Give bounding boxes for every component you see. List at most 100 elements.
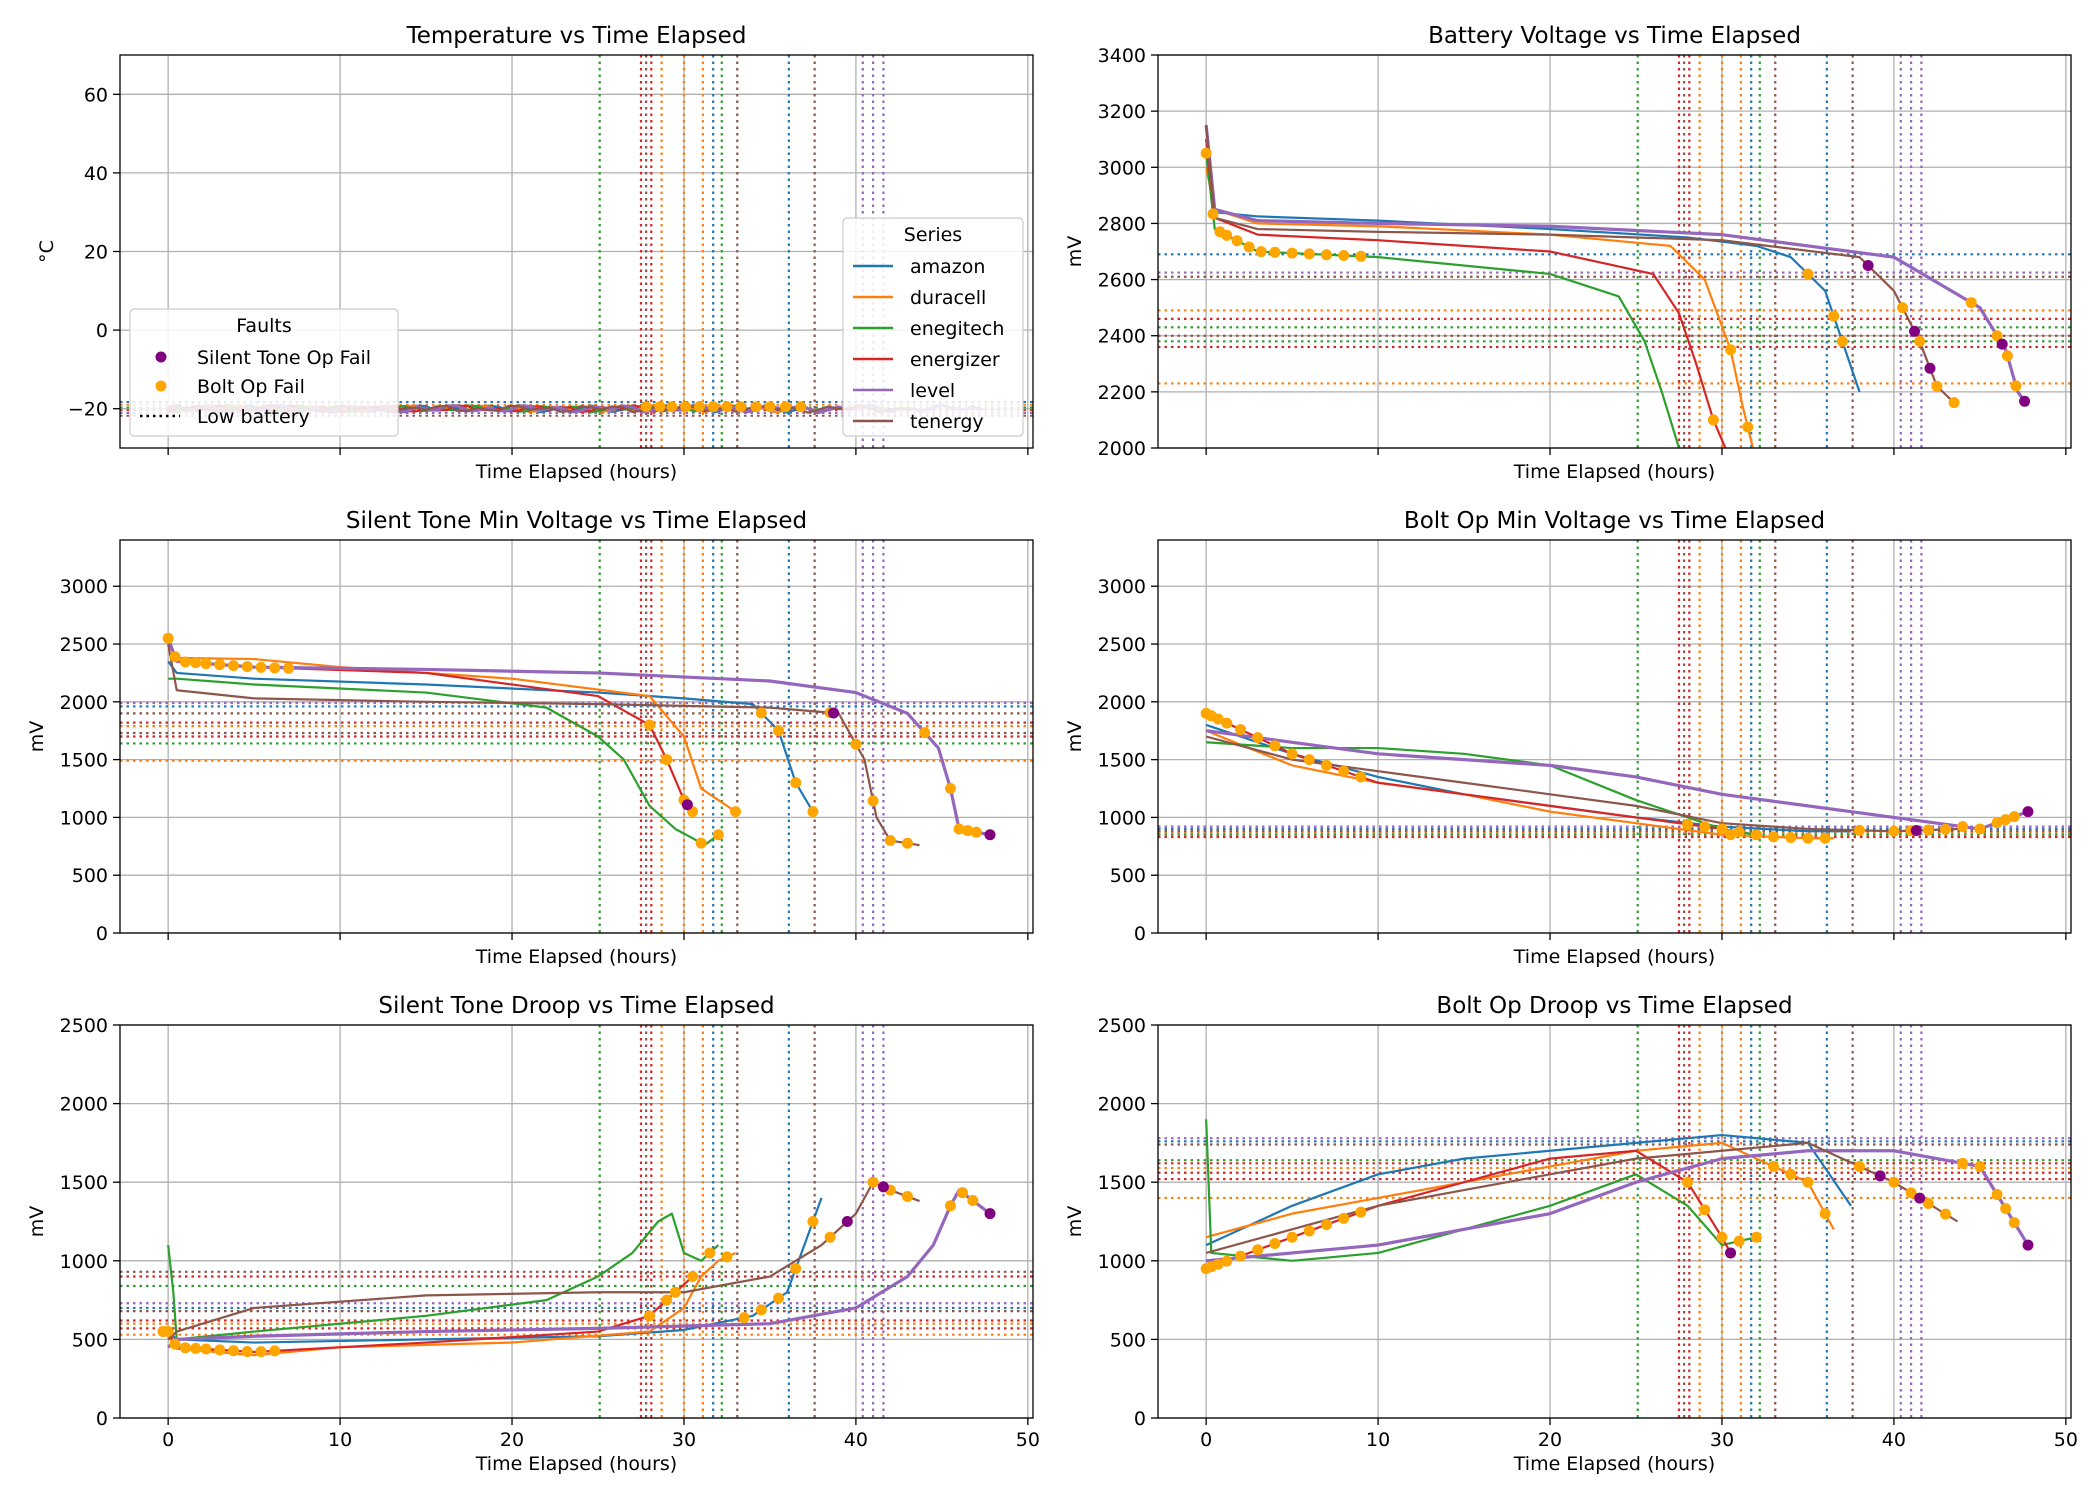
- silent-tone-fault-marker: [841, 1216, 853, 1227]
- legend-title: Faults: [236, 315, 292, 337]
- series-line-tenergy: [1205, 125, 1959, 407]
- y-axis-label: mV: [1064, 1206, 1086, 1238]
- legend-entry: Low battery: [197, 406, 310, 428]
- silent-tone-fault-marker: [1924, 362, 1936, 374]
- chart-panel-1: −20 0 20 40 60 Temperature vs Time Elapsed Tim…: [36, 23, 1034, 483]
- bolt-op-fault-marker: [1733, 826, 1745, 838]
- bolt-op-fault-marker: [241, 661, 253, 673]
- legend-marker-bolt-op: [155, 380, 167, 392]
- bolt-op-fault-marker: [1682, 818, 1694, 830]
- series-line-amazon: [167, 1197, 823, 1344]
- bolt-op-fault-marker: [666, 401, 678, 413]
- legend-entry: tenergy: [910, 411, 984, 433]
- bolt-op-fault-marker: [162, 1326, 174, 1338]
- bolt-op-fault-marker: [1948, 397, 1960, 409]
- plot-area: [120, 1025, 1033, 1418]
- x-tick-label: 20: [500, 1429, 524, 1451]
- series-line-enegitech: [1205, 153, 1681, 448]
- y-axis-label: mV: [1064, 721, 1086, 753]
- bolt-op-fault-marker: [944, 1200, 956, 1212]
- series-line-energizer: [1205, 1149, 1732, 1270]
- bolt-op-fault-marker: [669, 1286, 681, 1298]
- bolt-op-fault-marker: [1836, 335, 1848, 347]
- bolt-op-fault-marker: [1854, 1160, 1866, 1172]
- series-line-amazon: [1205, 723, 1851, 833]
- bolt-op-fault-marker: [779, 401, 791, 413]
- y-tick-label: 2500: [1098, 1015, 1146, 1037]
- y-tick-label: 20: [84, 242, 108, 264]
- chart-panel-2: 2000 2200 2400 2600 2800 3000 3200 3400 Battery …: [1064, 23, 2072, 483]
- y-tick-label: 0: [96, 1408, 108, 1430]
- y-tick-label: 2500: [60, 1015, 108, 1037]
- legend-entry: duracell: [910, 287, 986, 309]
- bolt-op-fault-marker: [755, 707, 767, 719]
- silent-tone-fault-marker: [828, 707, 840, 719]
- bolt-op-fault-marker: [1896, 302, 1908, 314]
- bolt-op-fault-marker: [214, 1344, 226, 1356]
- y-tick-label: 0: [96, 923, 108, 945]
- x-tick-label: 30: [672, 1429, 696, 1451]
- y-axis-label: mV: [26, 1206, 48, 1238]
- bolt-op-fault-marker: [884, 835, 896, 847]
- bolt-op-fault-marker: [179, 656, 191, 668]
- x-axis-label: Time Elapsed (hours): [475, 946, 677, 968]
- series-line-level: [1205, 729, 2029, 831]
- series-line-duracell: [1205, 167, 1754, 448]
- bolt-op-fault-marker: [241, 1346, 253, 1358]
- bolt-op-fault-marker: [644, 719, 656, 731]
- x-tick-label: 0: [162, 1429, 174, 1451]
- bolt-op-fault-marker: [1699, 821, 1711, 833]
- bolt-op-fault-marker: [169, 1338, 181, 1350]
- y-tick-label: 1000: [1098, 1251, 1146, 1273]
- bolt-op-fault-marker: [944, 783, 956, 795]
- bolt-op-fault-marker: [1974, 823, 1986, 835]
- chart-panel-3: 0 500 1000 1500 2000 2500 3000 Silent Tone Min …: [26, 508, 1034, 968]
- bolt-op-fault-marker: [1819, 1208, 1831, 1220]
- y-tick-label: 2500: [60, 634, 108, 656]
- bolt-op-fault-marker: [755, 1304, 767, 1316]
- plot-area: [120, 540, 1033, 933]
- bolt-op-fault-marker: [2000, 814, 2012, 826]
- bolt-op-fault-marker: [1802, 832, 1814, 844]
- bolt-op-fault-marker: [640, 401, 652, 413]
- y-tick-label: 2000: [60, 692, 108, 714]
- y-tick-label: 3000: [1098, 157, 1146, 179]
- y-tick-label: 500: [1110, 865, 1146, 887]
- bolt-op-fault-marker: [654, 401, 666, 413]
- x-tick-label: 40: [844, 1429, 868, 1451]
- bolt-op-fault-marker: [1321, 1219, 1333, 1231]
- silent-tone-fault-marker: [1725, 1247, 1737, 1259]
- bolt-op-fault-marker: [1931, 380, 1943, 392]
- y-tick-label: 500: [72, 1329, 108, 1351]
- bolt-op-fault-marker: [1338, 1212, 1350, 1224]
- series-line-duracell: [1205, 729, 1834, 840]
- x-tick-label: 20: [1538, 1429, 1562, 1451]
- series-line-amazon: [1205, 1133, 1852, 1247]
- bolt-op-fault-marker: [704, 1247, 716, 1259]
- legend-box: [129, 308, 399, 437]
- bolt-op-fault-marker: [255, 1346, 267, 1358]
- legend-box: [842, 217, 1024, 437]
- bolt-op-fault-marker: [1221, 1255, 1233, 1267]
- y-tick-label: 1000: [60, 807, 108, 829]
- bolt-op-fault-marker: [2008, 811, 2020, 823]
- chart-title: Battery Voltage vs Time Elapsed: [1428, 23, 1801, 49]
- bolt-op-fault-marker: [1914, 335, 1926, 347]
- x-tick-label: 40: [1882, 1429, 1906, 1451]
- bolt-op-fault-marker: [750, 401, 762, 413]
- bolt-op-fault-marker: [1965, 297, 1977, 309]
- axes-frame: [119, 539, 1034, 934]
- chart-title: Silent Tone Min Voltage vs Time Elapsed: [346, 508, 807, 534]
- bolt-op-fault-marker: [227, 660, 239, 672]
- bolt-op-fault-marker: [1750, 1231, 1762, 1243]
- y-tick-label: 1500: [60, 750, 108, 772]
- bolt-op-fault-marker: [1725, 344, 1737, 356]
- bolt-op-fault-marker: [764, 401, 776, 413]
- bolt-op-fault-marker: [795, 401, 807, 413]
- bolt-op-fault-marker: [190, 1342, 202, 1354]
- chart-title: Temperature vs Time Elapsed: [406, 23, 747, 49]
- plot-area: [1158, 1025, 2071, 1418]
- bolt-op-fault-marker: [190, 657, 202, 669]
